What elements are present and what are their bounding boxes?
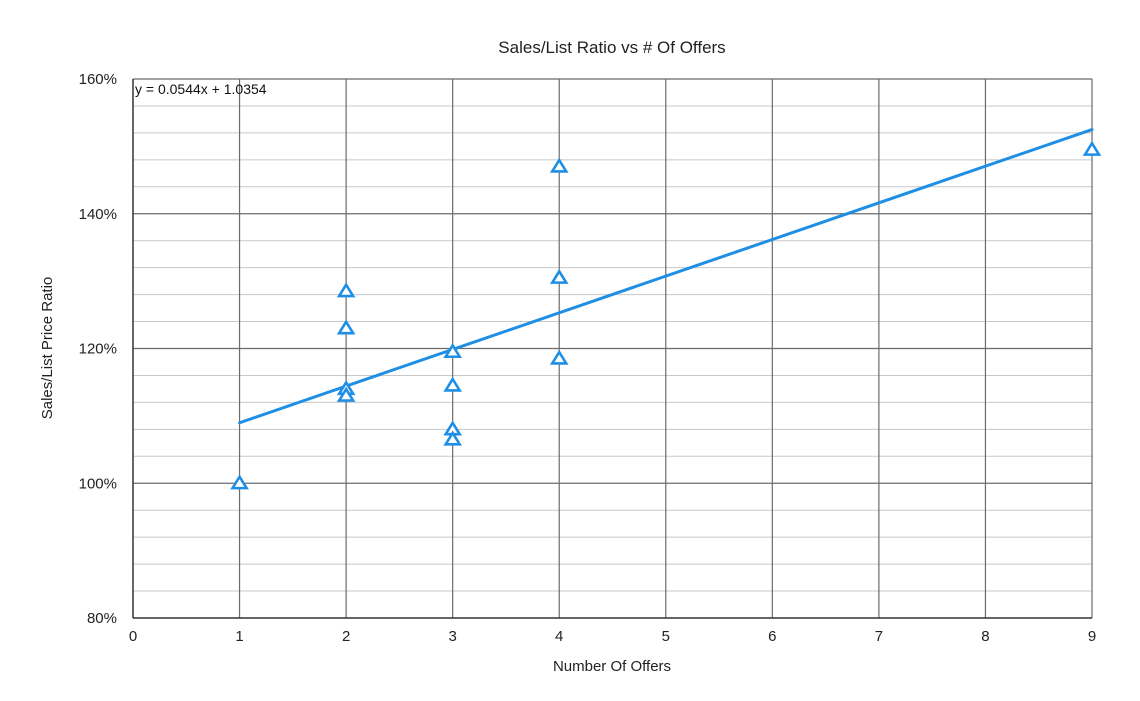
y-axis-label: Sales/List Price Ratio <box>39 277 56 420</box>
x-tick-label: 4 <box>555 628 563 645</box>
y-tick-label: 80% <box>87 610 117 627</box>
x-axis-label: Number Of Offers <box>553 658 671 675</box>
x-tick-label: 3 <box>448 628 456 645</box>
y-tick-label: 100% <box>79 475 117 492</box>
x-tick-labels: 0 1 2 3 4 5 6 7 8 9 <box>129 628 1096 645</box>
x-tick-label: 9 <box>1088 628 1096 645</box>
x-tick-label: 2 <box>342 628 350 645</box>
data-point <box>443 430 462 446</box>
y-tick-label: 140% <box>79 206 117 223</box>
major-gridlines <box>133 78 1093 618</box>
data-point <box>549 349 569 365</box>
y-tick-labels: 80% 100% 120% 140% 160% <box>79 71 117 627</box>
y-tick-label: 120% <box>79 341 117 358</box>
data-point <box>230 474 249 490</box>
data-point <box>336 282 356 298</box>
y-tick-label: 160% <box>79 71 117 88</box>
data-point <box>443 342 462 359</box>
data-point <box>336 386 356 402</box>
data-point <box>549 157 569 173</box>
x-tick-label: 8 <box>981 628 989 645</box>
trendline <box>238 128 1094 425</box>
x-tick-label: 6 <box>768 628 776 645</box>
x-tick-label: 5 <box>662 628 670 645</box>
data-points <box>230 140 1102 490</box>
data-point <box>336 319 356 335</box>
minor-gridlines <box>133 105 1092 592</box>
trendline-equation: y = 0.0544x + 1.0354 <box>135 81 267 97</box>
data-point <box>443 376 462 392</box>
data-point <box>549 268 569 284</box>
x-tick-label: 0 <box>129 628 137 645</box>
chart-title: Sales/List Ratio vs # Of Offers <box>498 38 725 57</box>
x-tick-label: 7 <box>875 628 883 645</box>
x-tick-label: 1 <box>235 628 243 645</box>
data-point <box>1082 140 1102 156</box>
